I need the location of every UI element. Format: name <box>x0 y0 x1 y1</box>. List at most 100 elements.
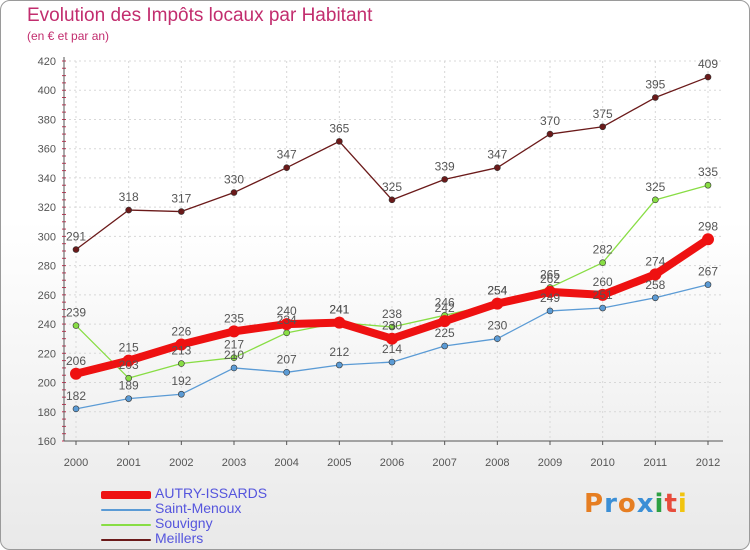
data-label-saint-menoux: 182 <box>66 389 86 403</box>
chart-title: Evolution des Impôts locaux par Habitant <box>27 5 373 26</box>
data-point-souvigny <box>599 259 606 266</box>
data-label-saint-menoux: 225 <box>435 326 455 340</box>
data-point-saint-menoux <box>283 369 290 376</box>
data-label-meillers: 339 <box>435 159 455 173</box>
data-label-meillers: 347 <box>277 148 297 162</box>
data-label-autry-issards: 242 <box>435 301 455 315</box>
logo-letter: r <box>604 489 618 519</box>
data-label-autry-issards: 262 <box>540 272 560 286</box>
logo-letter: i <box>677 489 688 519</box>
data-point-autry-issards <box>386 332 398 345</box>
data-point-saint-menoux <box>72 405 80 413</box>
data-label-souvigny: 282 <box>593 243 613 257</box>
data-point-meillers <box>125 206 132 214</box>
data-point-meillers <box>178 208 185 215</box>
data-point-meillers <box>230 189 238 196</box>
data-point-saint-menoux <box>494 335 501 342</box>
legend-label-autry-issards: AUTRY-ISSARDS <box>155 485 268 501</box>
y-tick-label: 420 <box>38 56 56 68</box>
logo-letter: i <box>654 489 665 519</box>
data-point-souvigny <box>652 196 659 204</box>
data-label-souvigny: 254 <box>487 284 507 298</box>
data-label-meillers: 291 <box>66 230 86 244</box>
logo-letter: t <box>664 489 678 519</box>
data-point-autry-issards <box>70 367 82 380</box>
data-point-souvigny <box>283 329 290 337</box>
x-tick-label: 2004 <box>274 457 298 469</box>
logo-letter: x <box>636 489 655 519</box>
chart-subtitle: (en € et par an) <box>27 29 110 43</box>
data-point-meillers <box>388 196 396 204</box>
data-point-autry-issards <box>596 288 609 301</box>
data-label-saint-menoux: 214 <box>382 342 402 356</box>
legend-label-souvigny: Souvigny <box>155 515 213 531</box>
data-point-souvigny <box>388 323 396 331</box>
data-label-souvigny: 239 <box>66 306 86 320</box>
y-tick-label: 160 <box>38 436 56 448</box>
x-tick-label: 2008 <box>485 457 509 469</box>
data-label-meillers: 318 <box>119 190 139 204</box>
data-point-autry-issards <box>280 318 293 331</box>
data-point-souvigny <box>178 360 185 367</box>
data-point-meillers <box>336 138 343 145</box>
data-point-autry-issards <box>228 325 240 338</box>
x-tick-label: 2000 <box>64 457 88 469</box>
data-point-autry-issards <box>649 268 662 281</box>
data-point-autry-issards <box>491 297 504 310</box>
data-point-saint-menoux <box>336 361 343 369</box>
y-tick-label: 320 <box>38 202 56 214</box>
legend-label-meillers: Meillers <box>155 530 204 546</box>
data-point-saint-menoux <box>441 342 448 350</box>
data-label-meillers: 395 <box>645 78 665 92</box>
data-point-autry-issards <box>122 354 135 367</box>
data-label-saint-menoux: 192 <box>171 374 191 388</box>
y-tick-label: 360 <box>38 144 56 156</box>
data-label-souvigny: 234 <box>277 313 297 327</box>
x-tick-label: 2002 <box>169 457 193 469</box>
legend-label-saint-menoux: Saint-Menoux <box>155 500 242 516</box>
data-label-saint-menoux: 251 <box>593 288 613 302</box>
data-label-meillers: 370 <box>540 114 560 128</box>
y-tick-label: 300 <box>38 231 56 243</box>
data-label-meillers: 365 <box>329 121 349 135</box>
data-point-saint-menoux <box>599 304 606 312</box>
data-point-autry-issards <box>702 233 714 246</box>
data-label-souvigny: 265 <box>540 268 560 282</box>
data-label-souvigny: 241 <box>329 303 349 317</box>
y-tick-label: 280 <box>38 261 56 273</box>
data-label-saint-menoux: 230 <box>487 319 507 333</box>
data-label-souvigny: 213 <box>171 344 191 358</box>
data-point-saint-menoux <box>388 358 396 366</box>
logo-letter: o <box>617 489 637 519</box>
data-label-saint-menoux: 207 <box>277 352 297 366</box>
data-label-saint-menoux: 189 <box>119 379 139 393</box>
y-tick-label: 260 <box>38 290 56 302</box>
data-label-meillers: 375 <box>593 107 613 121</box>
data-label-saint-menoux: 267 <box>698 265 718 279</box>
x-tick-label: 2003 <box>222 457 246 469</box>
y-tick-label: 380 <box>38 114 56 126</box>
data-label-meillers: 317 <box>171 192 191 206</box>
data-point-souvigny <box>72 322 80 329</box>
proxiti-logo: Proxiti <box>584 489 688 519</box>
y-tick-label: 220 <box>38 348 56 360</box>
data-label-meillers: 325 <box>382 180 402 194</box>
logo-letter: P <box>584 489 605 519</box>
plot-area <box>64 61 723 441</box>
data-label-autry-issards: 235 <box>224 311 244 325</box>
data-point-autry-issards <box>438 315 451 328</box>
data-label-meillers: 330 <box>224 173 244 187</box>
data-label-autry-issards: 298 <box>698 219 718 233</box>
data-label-saint-menoux: 212 <box>329 345 349 359</box>
data-label-souvigny: 246 <box>435 295 455 309</box>
data-point-meillers <box>599 123 606 131</box>
data-label-autry-issards: 254 <box>487 284 507 298</box>
y-tick-label: 400 <box>38 85 56 97</box>
data-point-meillers <box>494 164 501 171</box>
data-point-saint-menoux <box>652 294 659 302</box>
data-point-saint-menoux <box>230 364 238 372</box>
data-point-souvigny <box>704 181 712 189</box>
data-label-meillers: 409 <box>698 57 718 71</box>
